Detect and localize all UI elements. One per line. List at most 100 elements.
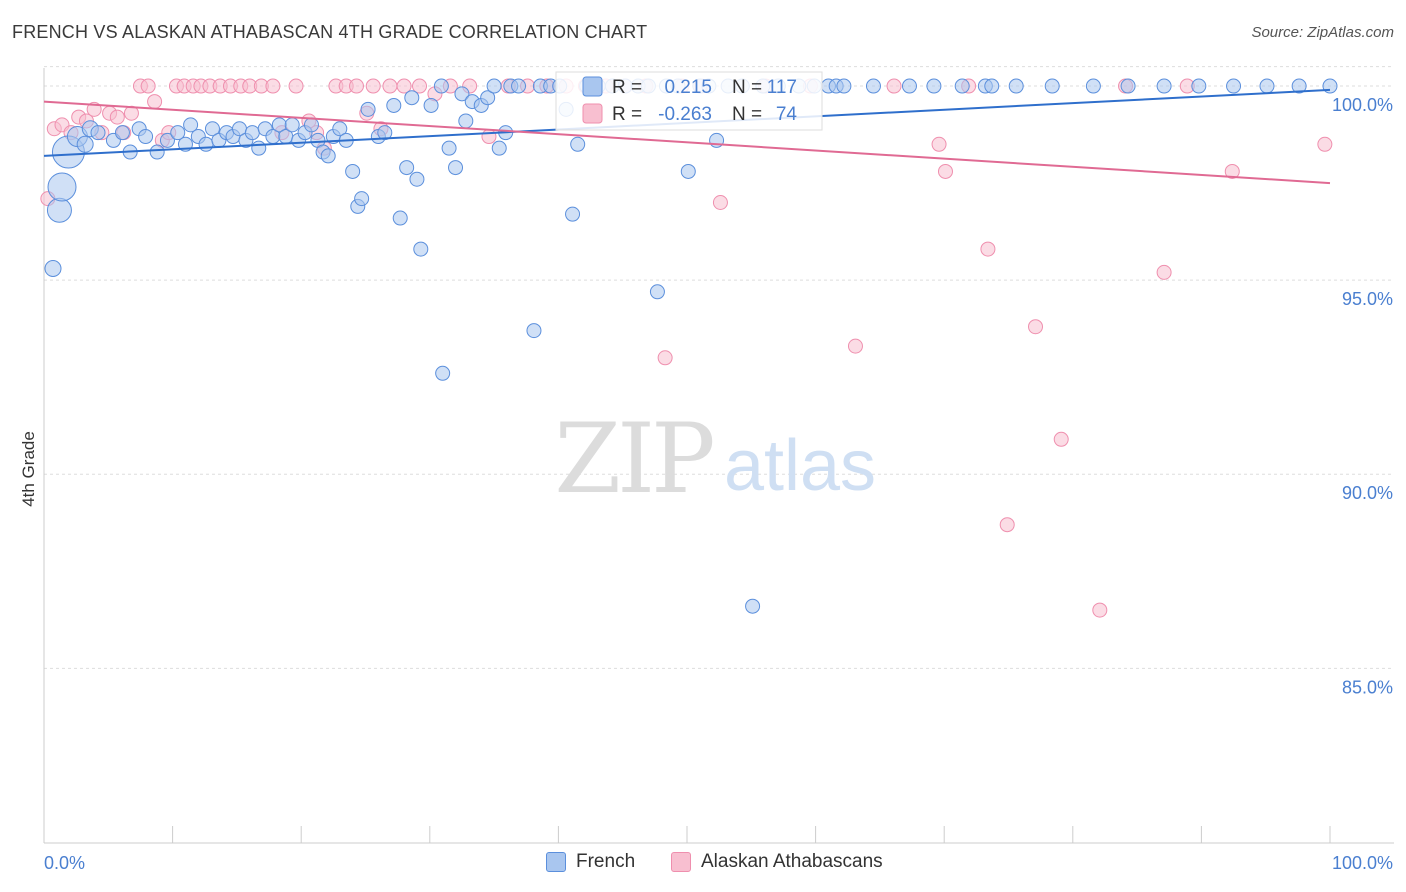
point-alaskan	[382, 78, 398, 94]
point-french	[435, 365, 451, 381]
point-french	[303, 117, 319, 133]
x-tick-labels: 0.0% 100.0%	[44, 853, 1393, 873]
point-french	[354, 191, 370, 207]
point-french	[76, 135, 94, 153]
point-french	[480, 90, 496, 106]
legend-item-alaskan[interactable]: Alaskan Athabascans	[671, 851, 883, 873]
point-french	[44, 259, 62, 277]
point-french	[526, 323, 542, 339]
point-french	[183, 117, 199, 133]
point-french	[47, 172, 77, 202]
y-tick-label: 85.0%	[1342, 677, 1393, 697]
point-french	[149, 144, 165, 160]
point-french	[1191, 78, 1207, 94]
point-alaskan	[980, 241, 996, 257]
point-french	[680, 163, 696, 179]
point-french	[1291, 78, 1307, 94]
point-french	[1120, 78, 1136, 94]
stats-r-label-french: R =	[612, 77, 642, 98]
point-french	[565, 206, 581, 222]
point-french	[865, 78, 881, 94]
point-french	[170, 125, 186, 141]
axes	[43, 68, 1394, 844]
point-french	[413, 241, 429, 257]
point-french	[204, 121, 220, 137]
point-alaskan	[412, 78, 428, 94]
stats-swatch-alaskan	[582, 103, 603, 124]
y-axis-label: 4th Grade	[19, 431, 38, 507]
point-alaskan	[1092, 602, 1108, 618]
point-alaskan	[365, 78, 381, 94]
series-french-points	[44, 78, 1338, 614]
stats-r-label-alaskan: R =	[612, 104, 642, 125]
legend-swatch-alaskan	[671, 852, 691, 872]
point-alaskan	[1053, 431, 1069, 447]
point-french	[491, 140, 507, 156]
stats-r-alaskan: -0.263	[658, 104, 712, 125]
point-french	[448, 160, 464, 176]
point-alaskan	[931, 136, 947, 152]
point-french	[1085, 78, 1101, 94]
point-french	[244, 125, 260, 141]
point-french	[901, 78, 917, 94]
x-tick-label-max: 100.0%	[1332, 853, 1393, 873]
chart-title: FRENCH VS ALASKAN ATHABASCAN 4TH GRADE C…	[12, 22, 648, 42]
point-alaskan	[288, 78, 304, 94]
point-french	[423, 97, 439, 113]
source-note: Source: ZipAtlas.com	[1251, 24, 1394, 41]
point-french	[926, 78, 942, 94]
x-tick-label-min: 0.0%	[44, 853, 85, 873]
point-french	[433, 78, 449, 94]
point-french	[386, 97, 402, 113]
point-french	[649, 284, 665, 300]
trend-line-alaskan	[43, 100, 1331, 185]
legend-label-alaskan: Alaskan Athabascans	[701, 851, 883, 872]
point-alaskan	[481, 129, 497, 145]
stats-n-label-alaskan: N =	[732, 104, 762, 125]
point-french	[320, 148, 336, 164]
point-french	[984, 78, 1000, 94]
legend-swatch-french	[546, 852, 566, 872]
point-french	[1044, 78, 1060, 94]
point-alaskan	[348, 78, 364, 94]
point-alaskan	[147, 94, 163, 110]
legend-label-french: French	[576, 851, 636, 872]
point-alaskan	[886, 78, 902, 94]
y-tick-label: 100.0%	[1332, 95, 1393, 115]
point-alaskan	[1028, 319, 1044, 335]
point-french	[441, 140, 457, 156]
point-french	[114, 125, 130, 141]
point-french	[409, 171, 425, 187]
series-alaskan-points	[40, 78, 1333, 618]
point-french	[570, 136, 586, 152]
watermark: ZIP atlas	[554, 403, 876, 515]
point-french	[345, 163, 361, 179]
point-french	[399, 160, 415, 176]
point-french	[198, 136, 214, 152]
gridlines	[44, 66, 1394, 669]
stats-swatch-french	[582, 76, 603, 97]
point-french	[1156, 78, 1172, 94]
point-alaskan	[712, 195, 728, 211]
point-french	[836, 78, 852, 94]
point-french	[377, 125, 393, 141]
point-french	[404, 90, 420, 106]
point-french	[392, 210, 408, 226]
point-french	[159, 132, 175, 148]
point-alaskan	[847, 338, 863, 354]
point-french	[251, 140, 267, 156]
y-tick-label: 95.0%	[1342, 289, 1393, 309]
point-french	[332, 121, 348, 137]
point-french	[284, 117, 300, 133]
stats-legend-box: R = 0.215 N = 117 R = -0.263 N = 74	[555, 71, 823, 131]
point-french	[458, 113, 474, 129]
point-french	[954, 78, 970, 94]
point-alaskan	[265, 78, 281, 94]
point-alaskan	[1156, 264, 1172, 280]
point-french	[745, 598, 761, 614]
point-alaskan	[140, 78, 156, 94]
bottom-legend: French Alaskan Athabascans	[0, 851, 1406, 879]
point-french	[46, 197, 72, 223]
y-tick-label: 90.0%	[1342, 483, 1393, 503]
legend-item-french[interactable]: French	[546, 851, 635, 873]
